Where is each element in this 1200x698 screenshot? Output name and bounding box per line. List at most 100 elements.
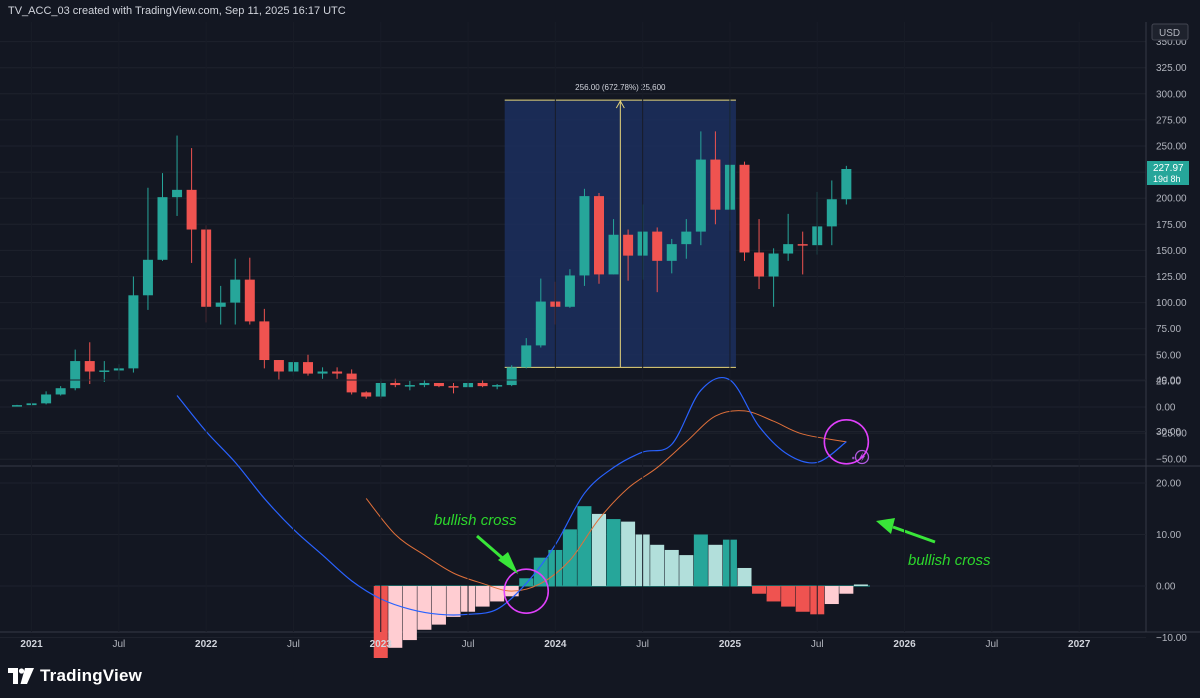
candle-body[interactable] <box>681 231 692 245</box>
time-axis-tick: Jul <box>287 639 300 650</box>
macd-histogram-bar[interactable] <box>650 544 665 586</box>
time-axis-tick: Jul <box>112 639 125 650</box>
countdown-label: 19d 8h <box>1153 174 1181 184</box>
macd-histogram-bar[interactable] <box>766 586 781 602</box>
candle-body[interactable] <box>710 159 721 210</box>
candle-body[interactable] <box>157 197 168 260</box>
candle-body[interactable] <box>695 159 706 232</box>
candle-body[interactable] <box>506 367 517 386</box>
last-price-label: 227.97 <box>1153 163 1184 174</box>
candle-body[interactable] <box>361 392 372 397</box>
candle-body[interactable] <box>142 259 153 296</box>
macd-histogram-bar[interactable] <box>388 586 403 648</box>
macd-histogram-bar[interactable] <box>693 534 708 587</box>
price-axis-tick: 200.00 <box>1156 194 1187 205</box>
candle-body[interactable] <box>579 196 590 276</box>
candle-body[interactable] <box>390 382 401 386</box>
price-axis-tick: 300.00 <box>1156 89 1187 100</box>
candle-body[interactable] <box>230 279 241 303</box>
candle-body[interactable] <box>841 168 852 200</box>
macd-histogram-bar[interactable] <box>853 584 868 586</box>
candle-body[interactable] <box>608 234 619 275</box>
price-axis-tick: 75.00 <box>1156 324 1181 335</box>
time-axis-tick: 2025 <box>719 639 742 650</box>
candle-body[interactable] <box>826 199 837 227</box>
candle-body[interactable] <box>521 345 532 368</box>
macd-histogram-bar[interactable] <box>490 586 505 602</box>
candle-body[interactable] <box>623 234 634 256</box>
candle-body[interactable] <box>84 361 95 372</box>
macd-histogram-bar[interactable] <box>839 586 854 594</box>
candle-body[interactable] <box>433 382 444 387</box>
green-arrow-head <box>498 552 518 574</box>
cross-highlight-circle[interactable] <box>823 418 870 465</box>
macd-histogram-bar[interactable] <box>752 586 767 594</box>
candle-body[interactable] <box>404 385 415 387</box>
time-axis-tick: Jul <box>985 639 998 650</box>
candle-body[interactable] <box>273 360 284 372</box>
candle-body[interactable] <box>346 373 357 393</box>
price-axis-tick: 100.00 <box>1156 298 1187 309</box>
lightning-icon[interactable] <box>854 449 870 465</box>
macd-line[interactable] <box>176 376 847 616</box>
candle-body[interactable] <box>303 362 313 374</box>
candle-body[interactable] <box>41 394 52 404</box>
candle-body[interactable] <box>419 382 430 386</box>
macd-histogram-bar[interactable] <box>664 549 679 586</box>
candle-body[interactable] <box>99 370 110 372</box>
tradingview-logo-text: TradingView <box>40 666 143 685</box>
candle-body[interactable] <box>12 405 22 407</box>
candle-body[interactable] <box>783 244 794 254</box>
macd-histogram-bar[interactable] <box>824 586 839 605</box>
macd-histogram-bar[interactable] <box>519 578 534 586</box>
candle-body[interactable] <box>317 371 328 374</box>
candle-body[interactable] <box>186 189 197 230</box>
macd-histogram-bar[interactable] <box>781 586 796 607</box>
macd-histogram-bar[interactable] <box>606 519 621 586</box>
candle-body[interactable] <box>70 361 81 389</box>
last-price-badge[interactable] <box>1147 160 1189 185</box>
candle-body[interactable] <box>768 253 779 277</box>
macd-histogram-bar[interactable] <box>417 586 432 630</box>
macd-histogram-bar[interactable] <box>621 521 636 586</box>
candle-body[interactable] <box>492 385 503 387</box>
macd-histogram-bar[interactable] <box>577 506 592 586</box>
candle-body[interactable] <box>797 244 808 246</box>
candle-body[interactable] <box>754 252 765 277</box>
candle-body[interactable] <box>259 321 270 361</box>
time-axis-tick: Jul <box>636 639 649 650</box>
macd-histogram-bar[interactable] <box>475 586 490 607</box>
candle-body[interactable] <box>594 196 604 275</box>
candle-body[interactable] <box>666 244 677 261</box>
candle-body[interactable] <box>448 386 459 388</box>
price-axis-tick: 150.00 <box>1156 246 1187 257</box>
macd-histogram-bar[interactable] <box>431 586 446 625</box>
candle-body[interactable] <box>332 371 343 374</box>
candle-body[interactable] <box>55 388 66 395</box>
time-axis-tick: 2023 <box>370 639 393 650</box>
candle-body[interactable] <box>477 382 488 387</box>
candle-body[interactable] <box>172 189 183 198</box>
macd-histogram-bar[interactable] <box>562 529 577 586</box>
signal-line[interactable] <box>365 410 847 592</box>
macd-histogram-bar[interactable] <box>737 567 752 586</box>
macd-histogram-bar[interactable] <box>708 544 723 586</box>
macd-histogram-bar[interactable] <box>679 555 694 586</box>
macd-histogram-bar[interactable] <box>402 586 417 641</box>
candle-body[interactable] <box>128 295 139 369</box>
candle-body[interactable] <box>564 275 575 307</box>
macd-histogram-bar[interactable] <box>795 586 810 612</box>
tradingview-logo[interactable]: TradingView <box>8 666 142 686</box>
chart-area[interactable]: 350.00325.00300.00275.00250.00225.00200.… <box>0 22 1200 658</box>
candle-body[interactable] <box>215 302 226 307</box>
candle-body[interactable] <box>652 231 663 261</box>
time-axis-tick: 2024 <box>544 639 567 650</box>
currency-box[interactable] <box>1151 23 1189 41</box>
macd-histogram-bar[interactable] <box>592 513 606 586</box>
candle-body[interactable] <box>535 301 546 346</box>
candle-body[interactable] <box>244 279 255 322</box>
candle-body[interactable] <box>739 164 750 253</box>
time-axis-tick: 2021 <box>20 639 43 650</box>
macd-histogram-bar[interactable] <box>446 586 461 617</box>
cross-highlight-circle[interactable] <box>503 568 550 614</box>
